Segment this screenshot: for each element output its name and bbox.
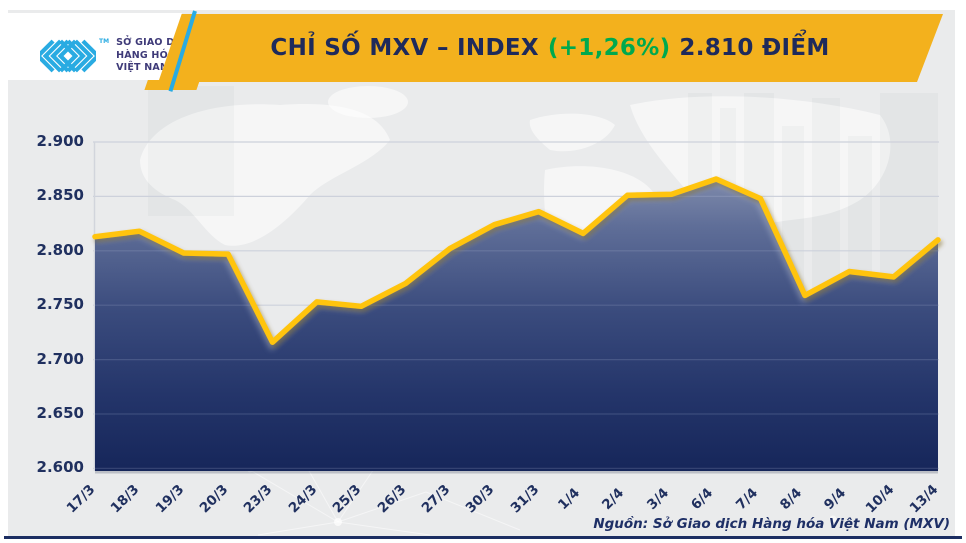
mxv-logo-mark-icon: [40, 36, 96, 76]
bottom-divider: [4, 536, 962, 539]
organization-name: SỞ GIAO DỊCH HÀNG HÓA VIỆT NAM: [116, 37, 193, 74]
index-points-value: 2.810 ĐIỂM: [679, 35, 830, 61]
percent-change-value: (+1,26%): [547, 35, 671, 61]
org-line-1: SỞ GIAO DỊCH: [116, 37, 194, 49]
org-line-2: HÀNG HÓA: [116, 49, 176, 61]
trademark-symbol: TM: [99, 38, 110, 45]
org-line-3: VIỆT NAM: [116, 62, 170, 74]
title-banner: [150, 14, 943, 82]
baseline-shadow: [95, 471, 938, 474]
page-title: CHỈ SỐ MXV – INDEX (+1,26%) 2.810 ĐIỂM: [160, 14, 940, 82]
source-credit: Nguồn: Sở Giao dịch Hàng hóa Việt Nam (M…: [593, 516, 950, 532]
chart-title-text: CHỈ SỐ MXV – INDEX: [270, 35, 539, 61]
mxv-logo-card: TM SỞ GIAO DỊCH HÀNG HÓA VIỆT NAM: [6, 13, 182, 80]
index-area-fill: [95, 179, 938, 471]
index-line: [92, 176, 941, 345]
